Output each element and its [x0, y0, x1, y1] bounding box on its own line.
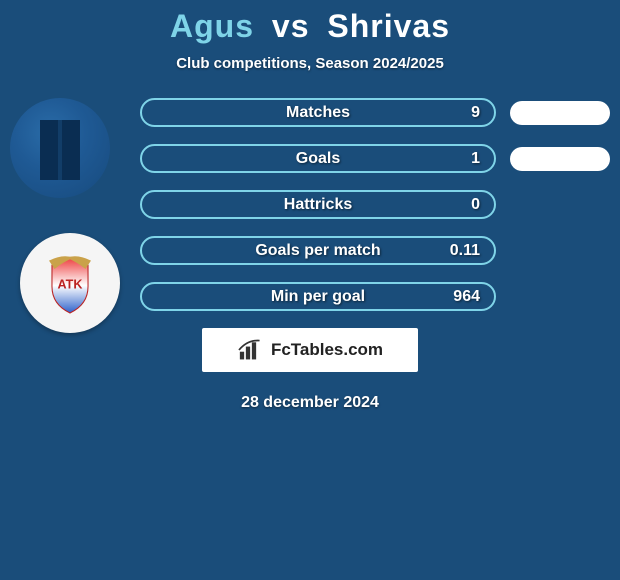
club-logo-badge: ATK	[20, 233, 120, 333]
stat-right-pill	[510, 101, 610, 125]
player2-name: Shrivas	[327, 8, 450, 44]
player1-avatar	[10, 98, 110, 198]
stat-label: Hattricks	[284, 196, 352, 214]
atk-club-logo-icon: ATK	[35, 248, 105, 318]
brand-badge: FcTables.com	[202, 328, 418, 372]
stat-value: 9	[471, 104, 480, 122]
generated-date: 28 december 2024	[0, 394, 620, 412]
stat-bar-hattricks: Hattricks 0	[140, 190, 496, 219]
vs-separator: vs	[272, 8, 310, 44]
stat-row: Goals per match 0.11	[140, 236, 610, 265]
svg-text:ATK: ATK	[58, 278, 83, 292]
player1-name: Agus	[170, 8, 254, 44]
stat-label: Goals	[296, 150, 340, 168]
stat-label: Goals per match	[255, 242, 380, 260]
bar-chart-icon	[237, 338, 265, 362]
stat-value: 1	[471, 150, 480, 168]
stat-value: 0.11	[450, 242, 480, 260]
stat-value: 0	[471, 196, 480, 214]
stat-row: Matches 9	[140, 98, 610, 127]
stat-row: Goals 1	[140, 144, 610, 173]
brand-text: FcTables.com	[271, 340, 383, 360]
stat-bar-min-per-goal: Min per goal 964	[140, 282, 496, 311]
comparison-title: Agus vs Shrivas	[0, 0, 620, 45]
stat-bar-matches: Matches 9	[140, 98, 496, 127]
season-subtitle: Club competitions, Season 2024/2025	[0, 55, 620, 72]
stat-label: Min per goal	[271, 288, 365, 306]
stat-right-pill	[510, 147, 610, 171]
stat-row: Hattricks 0	[140, 190, 610, 219]
stats-content: ATK Matches 9 Goals 1 Hattricks 0	[0, 98, 620, 311]
stat-bars-container: Matches 9 Goals 1 Hattricks 0 Goals per …	[140, 98, 610, 311]
stat-bar-goals-per-match: Goals per match 0.11	[140, 236, 496, 265]
stat-row: Min per goal 964	[140, 282, 610, 311]
stat-label: Matches	[286, 104, 350, 122]
stat-value: 964	[453, 288, 480, 306]
player1-jersey	[40, 120, 80, 180]
stat-bar-goals: Goals 1	[140, 144, 496, 173]
